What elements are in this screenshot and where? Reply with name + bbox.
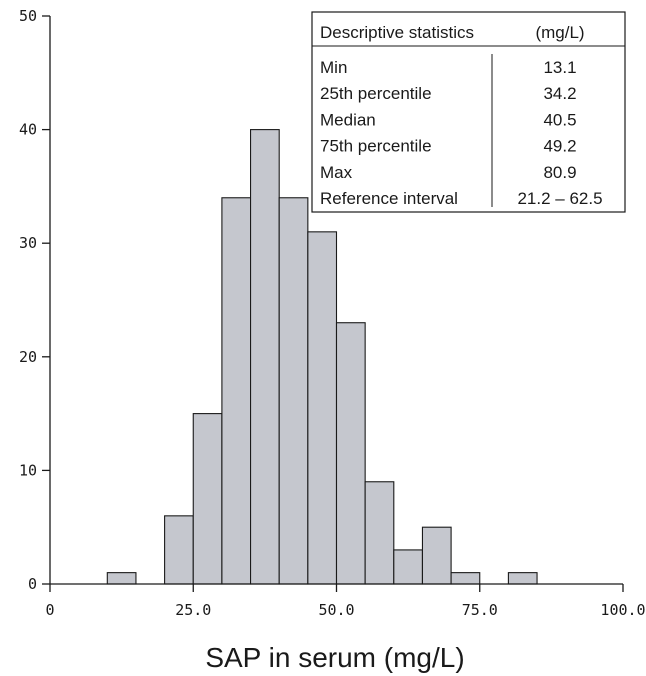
y-tick-label: 30 <box>19 234 37 252</box>
stats-row-value: 40.5 <box>543 110 576 129</box>
stats-row-value: 13.1 <box>543 58 576 77</box>
stats-row-label: Median <box>320 110 376 129</box>
stats-table-border <box>311 11 626 213</box>
histogram-bar <box>221 197 252 585</box>
stats-row-label: Min <box>320 58 347 77</box>
stats-row-label: 75th percentile <box>320 137 432 156</box>
x-tick-label: 50.0 <box>318 601 354 619</box>
stats-row-label: Max <box>320 163 353 182</box>
histogram-bar <box>450 572 481 585</box>
x-axis-title: SAP in serum (mg/L) <box>205 642 464 673</box>
histogram-bars <box>106 129 538 585</box>
stats-row-label: Reference interval <box>320 189 458 208</box>
histogram-bar <box>335 322 366 585</box>
x-tick-label: 75.0 <box>462 601 498 619</box>
y-tick-label: 20 <box>19 348 37 366</box>
y-tick-label: 50 <box>19 7 37 25</box>
x-tick-label: 0 <box>45 601 54 619</box>
histogram-bar <box>164 515 194 585</box>
histogram-bar <box>393 549 423 585</box>
histogram-bar <box>278 197 309 585</box>
histogram-bar <box>421 526 452 585</box>
y-tick-label: 10 <box>19 461 37 479</box>
y-tick-label: 40 <box>19 121 37 139</box>
stats-header-label: Descriptive statistics <box>320 23 474 42</box>
stats-row-value: 21.2 – 62.5 <box>517 189 602 208</box>
stats-row-label: 25th percentile <box>320 84 432 103</box>
histogram-bar <box>507 572 538 585</box>
histogram-bar <box>250 129 280 585</box>
chart-axes: 0 25.0 50.0 75.0 100.0 0 10 20 30 40 50 <box>19 7 646 619</box>
x-tick-label: 100.0 <box>600 601 645 619</box>
histogram-bar <box>307 231 338 585</box>
histogram-bar <box>192 413 223 585</box>
stats-row-value: 80.9 <box>543 163 576 182</box>
x-tick-label: 25.0 <box>175 601 211 619</box>
stats-table-rows: Min 13.1 25th percentile 34.2 Median 40.5 75th… <box>320 58 603 208</box>
stats-row-value: 49.2 <box>543 137 576 156</box>
histogram-bar <box>106 572 137 585</box>
histogram-bar <box>364 481 395 585</box>
stats-row-value: 34.2 <box>543 84 576 103</box>
y-tick-label: 0 <box>28 575 37 593</box>
stats-header-unit: (mg/L) <box>535 23 584 42</box>
descriptive-stats-table: Descriptive statistics (mg/L) Min 13.1 25t… <box>311 11 626 213</box>
